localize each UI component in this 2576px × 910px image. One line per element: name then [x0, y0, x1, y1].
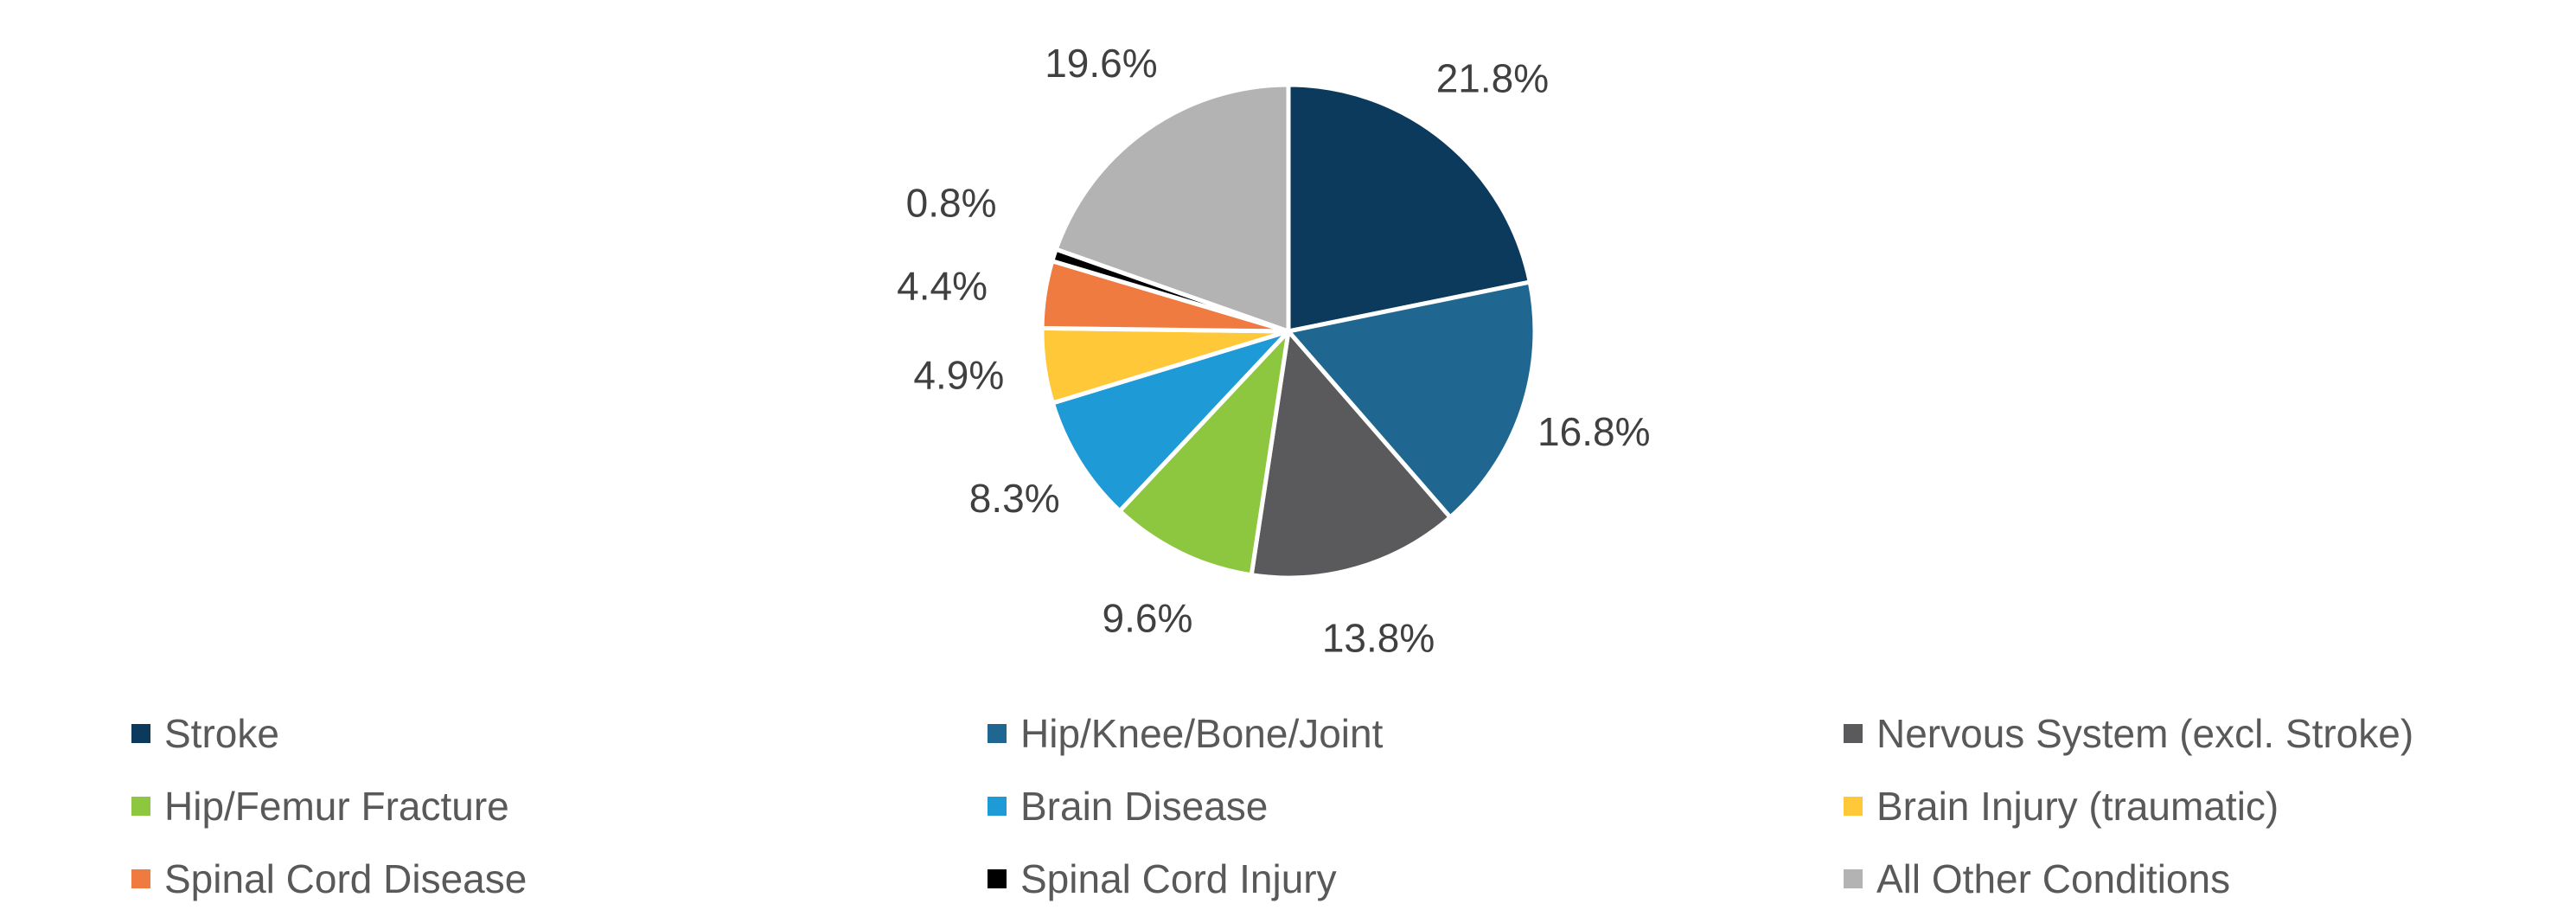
legend-label: Hip/Knee/Bone/Joint: [1020, 711, 1384, 756]
legend-label: Stroke: [164, 711, 279, 756]
pie-slice-all-other-conditions: [1053, 82, 1291, 334]
pie-svg: 21.8% 16.8% 13.8% 9.6% 8.3% 4.9% 4.4% 0.8% 19.6%: [897, 41, 1650, 660]
legend-label: Brain Injury (traumatic): [1876, 784, 2279, 829]
legend-item-brain-disease: Brain Disease: [988, 784, 1844, 829]
data-label: 4.4%: [897, 263, 988, 308]
legend-swatch: [988, 797, 1007, 816]
pie-slice-hip-femur-fracture: [1117, 329, 1291, 578]
legend-item-all-other-conditions: All Other Conditions: [1844, 856, 2544, 901]
legend-swatch: [988, 724, 1007, 743]
data-label: 16.8%: [1537, 409, 1650, 454]
pie-slice-brain-disease: [1050, 329, 1291, 514]
legend-swatch: [131, 797, 150, 816]
legend-swatch: [131, 724, 150, 743]
legend-swatch: [131, 869, 150, 888]
legend-swatch: [988, 869, 1007, 888]
legend-swatch: [1844, 797, 1863, 816]
legend-item-spinal-cord-injury: Spinal Cord Injury: [988, 856, 1844, 901]
legend-swatch: [1844, 724, 1863, 743]
data-label: 9.6%: [1103, 596, 1193, 641]
legend: Stroke Hip/Knee/Bone/Joint Nervous Syste…: [131, 711, 2544, 910]
legend-swatch: [1844, 869, 1863, 888]
data-label: 0.8%: [906, 180, 997, 225]
pie-labels: 21.8% 16.8% 13.8% 9.6% 8.3% 4.9% 4.4% 0.8% 19.6%: [897, 41, 1650, 660]
legend-item-hip-femur-fracture: Hip/Femur Fracture: [131, 784, 988, 829]
data-label: 4.9%: [913, 352, 1004, 397]
data-label: 8.3%: [969, 476, 1060, 521]
legend-label: Spinal Cord Disease: [164, 856, 527, 901]
legend-label: Brain Disease: [1020, 784, 1269, 829]
legend-item-spinal-cord-disease: Spinal Cord Disease: [131, 856, 988, 901]
legend-item-stroke: Stroke: [131, 711, 988, 756]
legend-item-nervous-system: Nervous System (excl. Stroke): [1844, 711, 2544, 756]
legend-label: Spinal Cord Injury: [1020, 856, 1337, 901]
data-label: 21.8%: [1436, 55, 1549, 100]
pie-slices: [1039, 82, 1537, 580]
pie-slice-nervous-system-excl-stroke: [1249, 329, 1453, 580]
legend-item-hip-knee-bone-joint: Hip/Knee/Bone/Joint: [988, 711, 1844, 756]
legend-label: All Other Conditions: [1876, 856, 2231, 901]
legend-label: Nervous System (excl. Stroke): [1876, 711, 2414, 756]
pie-slice-hip-knee-bone-joint: [1286, 279, 1537, 520]
legend-item-brain-injury: Brain Injury (traumatic): [1844, 784, 2544, 829]
data-label: 19.6%: [1045, 41, 1157, 86]
pie-slice-stroke: [1286, 82, 1532, 334]
data-label: 13.8%: [1322, 615, 1435, 660]
legend-label: Hip/Femur Fracture: [164, 784, 509, 829]
